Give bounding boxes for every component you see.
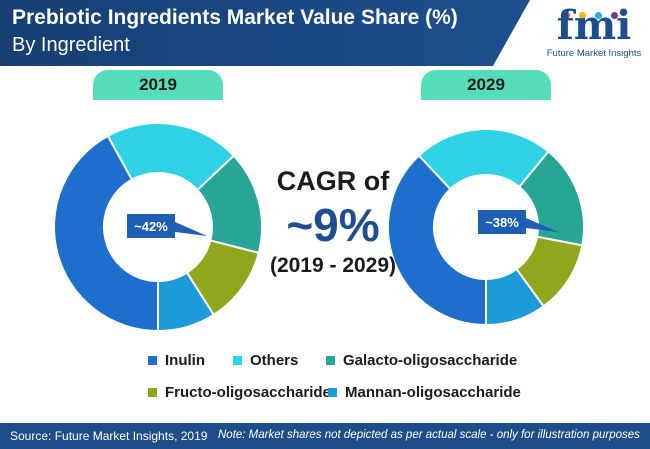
logo-dot-blue <box>595 12 602 19</box>
callout-2029: ~38% <box>478 210 558 234</box>
callout-box-2019 <box>127 214 207 238</box>
logo-dots <box>563 6 633 19</box>
cagr-label: CAGR of <box>276 166 390 196</box>
title-band <box>0 0 530 66</box>
note-text: Note: Market shares not depicted as per … <box>218 429 640 441</box>
legend-item-inulin: Inulin <box>148 352 205 369</box>
year-label-2029: 2029 <box>421 70 551 100</box>
legend-label-others: Others <box>250 352 299 369</box>
legend-label-mannan: Mannan-oligosaccharide <box>345 384 521 401</box>
logo-dot-yellow <box>579 12 586 19</box>
chart-title: Prebiotic Ingredients Market Value Share… <box>12 6 458 29</box>
footer: Source: Future Market Insights, 2019 Not… <box>0 423 650 449</box>
fmi-logo: fmi Future Market Insights <box>545 4 643 62</box>
slice-2019-inulin <box>53 134 159 333</box>
callout-text-2019: ~42% <box>134 219 168 234</box>
year-label-2019: 2019 <box>93 70 223 100</box>
callout-text-2029: ~38% <box>485 215 519 230</box>
cagr-value: ~9% <box>286 199 380 251</box>
slice-2019-others <box>106 122 236 192</box>
legend-label-inulin: Inulin <box>165 352 205 369</box>
logo-letters: fmi <box>556 2 632 49</box>
chart-subtitle: By Ingredient <box>12 34 130 56</box>
callout-box-2029 <box>478 210 558 234</box>
legend-item-others: Others <box>233 352 298 369</box>
header: Prebiotic Ingredients Market Value Share… <box>0 0 650 66</box>
slice-2019-mannan <box>157 271 216 333</box>
legend-swatch-mannan <box>328 387 337 397</box>
legend-swatch-inulin <box>148 355 157 365</box>
legend-swatch-galacto <box>326 355 335 365</box>
legend-item-galacto: Galacto-oligosaccharide <box>326 352 517 369</box>
slice-2029-others <box>417 128 550 191</box>
legend-item-mannan: Mannan-oligosaccharide <box>328 384 521 401</box>
legend-label-fructo: Fructo-oligosaccharide <box>165 384 331 401</box>
callout-2019: ~42% <box>127 214 207 238</box>
source-text: Source: Future Market Insights, 2019 <box>10 429 208 443</box>
slice-2029-mannan <box>485 267 545 327</box>
logo-name: Future Market Insights <box>546 48 642 59</box>
legend-swatch-fructo <box>148 387 157 397</box>
logo-dot-red <box>563 12 570 19</box>
slice-2029-inulin <box>387 154 487 327</box>
cagr-period: (2019 - 2029) <box>269 254 397 277</box>
legend-label-galacto: Galacto-oligosaccharide <box>343 352 518 369</box>
legend-item-fructo: Fructo-oligosaccharide <box>148 384 331 401</box>
logo-dot-purple <box>611 12 618 19</box>
legend-swatch-others <box>233 355 242 365</box>
